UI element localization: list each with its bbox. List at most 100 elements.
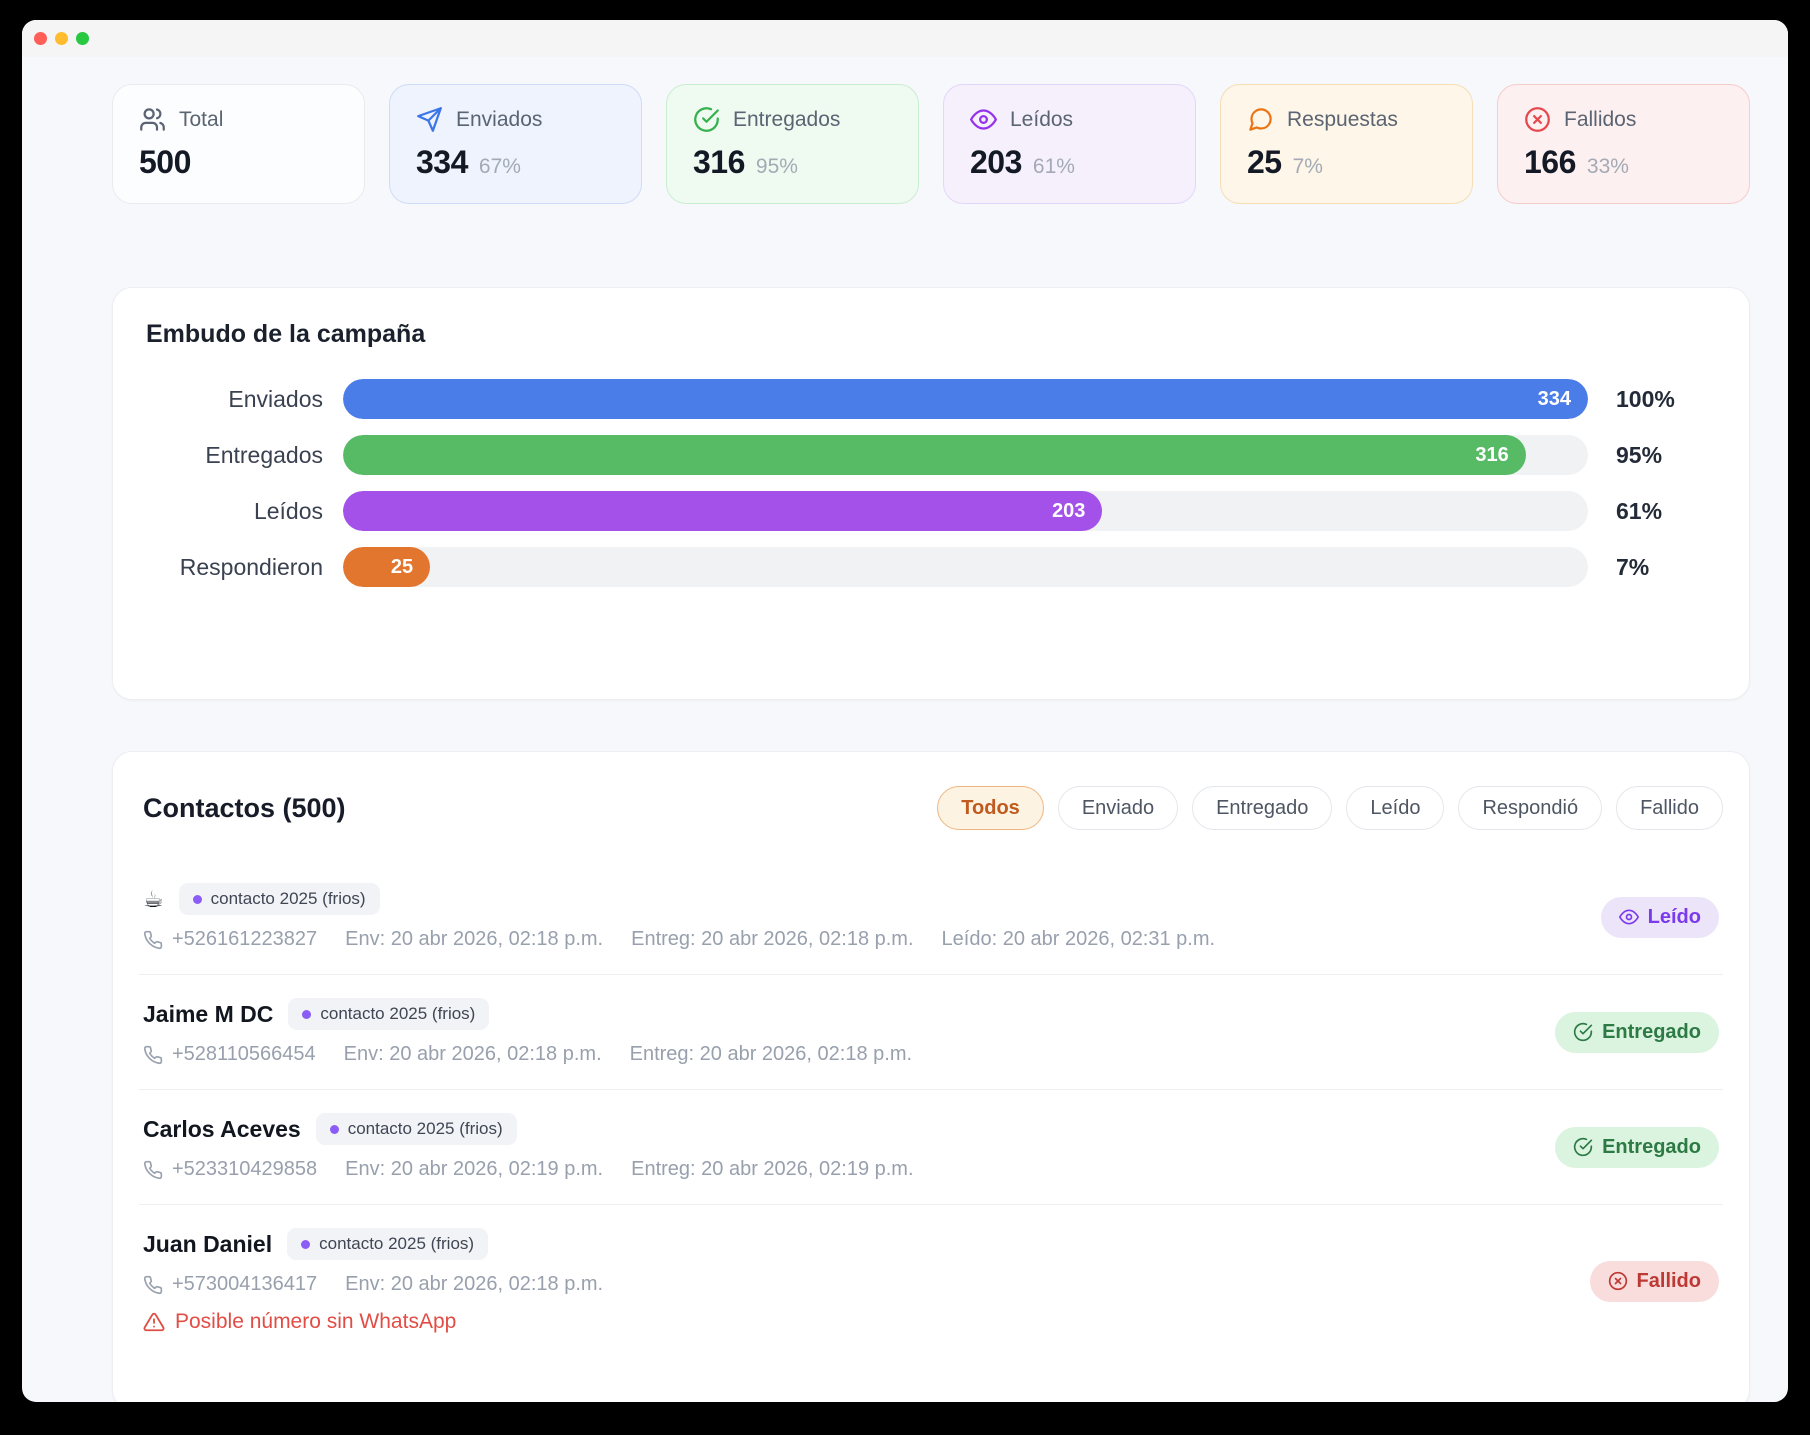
funnel-row-label: Leídos	[253, 497, 323, 524]
status-badge-label: Leído	[1647, 905, 1701, 928]
stat-card-leidos: Leídos 203 61%	[943, 84, 1196, 204]
funnel-bar-entregados: 316	[343, 435, 1526, 475]
contact-warning-label: Posible número sin WhatsApp	[175, 1310, 457, 1333]
stat-card-respuestas: Respuestas 25 7%	[1220, 84, 1473, 204]
contact-ts-env: Env: 20 abr 2026, 02:18 p.m.	[345, 1273, 604, 1295]
app-window: Total 500 Enviados 334 67%	[22, 20, 1788, 1402]
funnel-bar-enviados: 334	[343, 379, 1588, 419]
filter-chip-respondio[interactable]: Respondió	[1458, 786, 1603, 830]
contact-name: ☕	[143, 885, 164, 912]
stat-label: Leídos	[1010, 107, 1074, 131]
stat-value: 25	[1247, 144, 1282, 180]
maximize-window-button[interactable]	[76, 32, 89, 45]
funnel-row-label: Enviados	[228, 385, 323, 412]
funnel-row-leidos: Leídos 203 61%	[138, 491, 1724, 531]
stat-value: 500	[139, 144, 191, 180]
contact-row[interactable]: Jaime M DC contacto 2025 (frios) +528110…	[139, 975, 1723, 1090]
status-badge-entregado: Entregado	[1555, 1011, 1719, 1053]
contact-row[interactable]: ☕ contacto 2025 (frios) +526161223827	[139, 860, 1723, 975]
contact-tag-label: contacto 2025 (frios)	[347, 1119, 503, 1138]
stat-percent: 7%	[1292, 155, 1323, 178]
x-circle-icon	[1524, 106, 1551, 133]
funnel-bar-value: 316	[1475, 443, 1509, 466]
eye-icon	[1618, 909, 1639, 925]
contacts-filters: Todos Enviado Entregado Leído Respondió …	[937, 786, 1723, 830]
funnel-row-percent: 100%	[1616, 385, 1675, 412]
contact-phone: +526161223827	[172, 928, 318, 950]
stat-card-total: Total 500	[112, 84, 365, 204]
stat-percent: 33%	[1586, 155, 1629, 178]
contact-ts-entreg: Entreg: 20 abr 2026, 02:18 p.m.	[631, 928, 914, 950]
contact-ts-env: Env: 20 abr 2026, 02:19 p.m.	[345, 1158, 604, 1180]
contact-tag-label: contacto 2025 (frios)	[210, 889, 366, 908]
stat-value: 166	[1524, 144, 1576, 180]
contact-warning: Posible número sin WhatsApp	[143, 1310, 1590, 1334]
filter-chip-enviado[interactable]: Enviado	[1057, 786, 1179, 830]
filter-chip-todos[interactable]: Todos	[937, 786, 1044, 830]
funnel-bar-leidos: 203	[343, 491, 1103, 531]
close-window-button[interactable]	[34, 32, 47, 45]
check-circle-icon	[1573, 1022, 1593, 1042]
stat-percent: 61%	[1032, 155, 1075, 178]
phone-icon	[143, 1045, 163, 1065]
stat-value: 316	[693, 144, 745, 180]
contact-tag: contacto 2025 (frios)	[288, 998, 490, 1030]
send-icon	[416, 106, 443, 133]
stat-card-fallidos: Fallidos 166 33%	[1497, 84, 1750, 204]
status-badge-label: Entregado	[1602, 1020, 1701, 1043]
stat-percent: 95%	[755, 155, 798, 178]
funnel-row-entregados: Entregados 316 95%	[138, 435, 1724, 475]
filter-chip-fallido[interactable]: Fallido	[1616, 786, 1723, 830]
stat-label: Entregados	[733, 107, 841, 131]
phone-icon	[143, 1160, 163, 1180]
status-badge-entregado: Entregado	[1555, 1126, 1719, 1168]
stat-label: Total	[179, 107, 224, 131]
status-badge-label: Entregado	[1602, 1135, 1701, 1158]
contacts-header: Contactos (500) Todos Enviado Entregado …	[139, 752, 1723, 860]
warning-triangle-icon	[143, 1312, 165, 1332]
funnel-bar-track: 203	[343, 491, 1588, 531]
campaign-funnel-panel: Embudo de la campaña Enviados 334 100% E…	[112, 287, 1750, 700]
x-circle-icon	[1608, 1271, 1627, 1291]
contact-tag-label: contacto 2025 (frios)	[320, 1004, 476, 1023]
eye-icon	[970, 106, 997, 133]
phone-icon	[143, 1275, 163, 1295]
funnel-row-percent: 7%	[1616, 553, 1650, 580]
funnel-bar-respondieron: 25	[343, 547, 431, 587]
phone-icon	[143, 930, 163, 950]
funnel-row-label: Respondieron	[179, 553, 323, 580]
contact-row[interactable]: Juan Daniel contacto 2025 (frios) +57300…	[139, 1205, 1723, 1357]
contact-ts-entreg: Entreg: 20 abr 2026, 02:18 p.m.	[629, 1043, 913, 1065]
tag-dot-icon	[301, 1239, 311, 1249]
contact-row[interactable]: Carlos Aceves contacto 2025 (frios) +523…	[139, 1090, 1723, 1205]
contact-name: Carlos Aceves	[143, 1115, 301, 1142]
check-circle-icon	[693, 106, 720, 133]
stat-value: 203	[970, 144, 1022, 180]
contact-ts-entreg: Entreg: 20 abr 2026, 02:19 p.m.	[631, 1158, 914, 1180]
check-circle-icon	[1573, 1137, 1593, 1157]
funnel-bar-track: 25	[343, 547, 1588, 587]
tag-dot-icon	[329, 1124, 339, 1134]
contacts-panel: Contactos (500) Todos Enviado Entregado …	[112, 751, 1750, 1402]
minimize-window-button[interactable]	[55, 32, 68, 45]
funnel-row-label: Entregados	[205, 441, 323, 468]
filter-chip-leido[interactable]: Leído	[1346, 786, 1445, 830]
funnel-bar-track: 334	[343, 379, 1588, 419]
contact-ts-env: Env: 20 abr 2026, 02:18 p.m.	[345, 928, 604, 950]
contact-phone: +523310429858	[172, 1158, 318, 1180]
traffic-lights	[34, 32, 89, 45]
funnel-row-enviados: Enviados 334 100%	[138, 379, 1724, 419]
status-badge-leido: Leído	[1600, 896, 1719, 938]
stat-label: Fallidos	[1564, 107, 1637, 131]
tag-dot-icon	[192, 894, 202, 904]
stat-value: 334	[416, 144, 468, 180]
stat-label: Enviados	[456, 107, 543, 131]
filter-chip-entregado[interactable]: Entregado	[1192, 786, 1333, 830]
contact-ts-leido: Leído: 20 abr 2026, 02:31 p.m.	[941, 928, 1216, 950]
tag-dot-icon	[302, 1009, 312, 1019]
funnel-bar-value: 25	[390, 555, 414, 578]
funnel-row-respondieron: Respondieron 25 7%	[138, 547, 1724, 587]
users-icon	[139, 106, 166, 133]
status-badge-label: Fallido	[1636, 1269, 1701, 1292]
contact-tag-label: contacto 2025 (frios)	[319, 1234, 475, 1253]
